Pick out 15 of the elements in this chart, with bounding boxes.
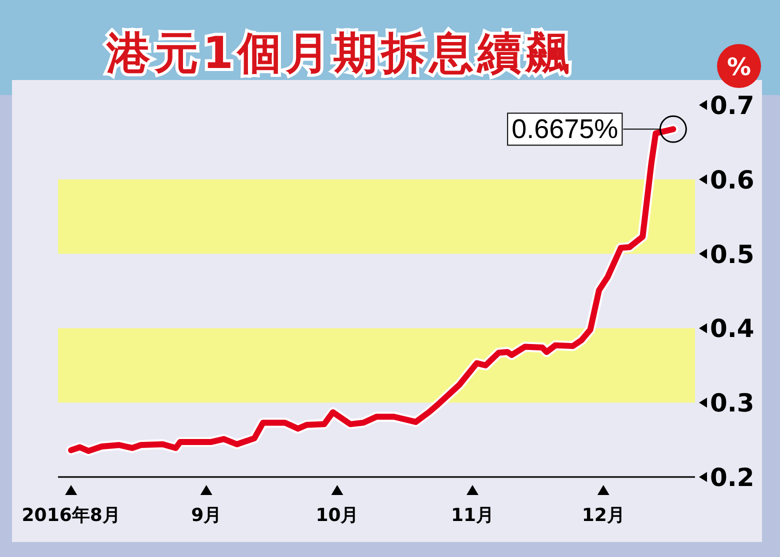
y-tick-label: 0.2 — [710, 463, 754, 492]
y-tick-label: 0.3 — [710, 388, 754, 418]
y-axis-title: % — [726, 53, 752, 81]
x-tick-label: 10月 — [316, 505, 359, 526]
y-tick-label: 0.7 — [710, 91, 754, 120]
x-tick-label: 9月 — [191, 505, 222, 526]
chart-title: 港元1個月期拆息續飆 — [106, 28, 574, 79]
ylabel: % — [717, 44, 761, 88]
y-tick-label: 0.5 — [710, 240, 754, 269]
annotation: 0.6675% — [512, 114, 618, 144]
y-tick-label: 0.6 — [710, 165, 754, 194]
x-tick-label: 12月 — [582, 505, 625, 526]
y-tick-label: 0.4 — [710, 314, 754, 344]
x-tick-label: 11月 — [450, 505, 494, 526]
x-tick-label: 2016年8月 — [22, 505, 120, 526]
